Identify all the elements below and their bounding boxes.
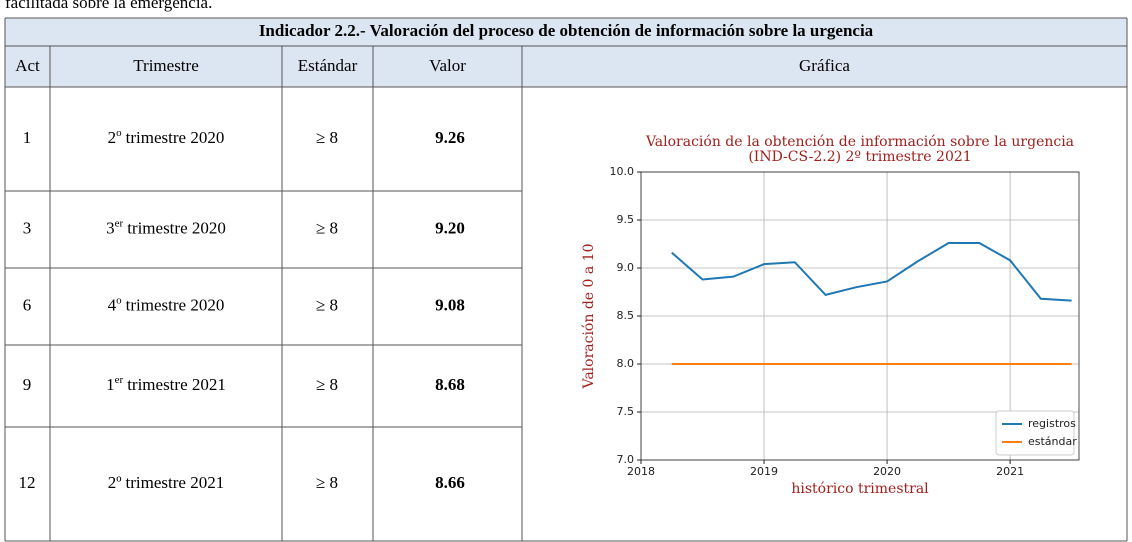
act-cell: 12 xyxy=(19,473,36,492)
intro-text: facilitada sobre la emergencia. xyxy=(5,0,212,12)
act-cell: 9 xyxy=(23,375,32,394)
column-header: Act xyxy=(15,56,40,75)
act-cell: 3 xyxy=(23,218,32,237)
trimestre-cell: 2o trimestre 2020 xyxy=(108,127,225,147)
trimestre-cell: 4o trimestre 2020 xyxy=(108,294,225,314)
ordinal: 1 xyxy=(106,375,115,394)
standard-cell: ≥ 8 xyxy=(316,375,338,394)
y-tick-label: 9.5 xyxy=(617,213,635,226)
x-tick-label: 2021 xyxy=(996,465,1024,478)
series-line xyxy=(671,242,1072,302)
legend-label: estándar xyxy=(1028,435,1077,448)
y-tick-label: 9.0 xyxy=(617,261,635,274)
standard-cell: ≥ 8 xyxy=(316,218,338,237)
ordinal: 2 xyxy=(108,128,117,147)
standard-cell: ≥ 8 xyxy=(316,473,338,492)
standard-cell: ≥ 8 xyxy=(316,128,338,147)
ordinal-suffix: er xyxy=(115,217,124,229)
value-cell: 9.08 xyxy=(435,295,465,314)
value-cell: 9.20 xyxy=(435,218,465,237)
ordinal: 2º xyxy=(108,473,122,492)
ordinal: 3 xyxy=(106,218,115,237)
value-cell: 8.66 xyxy=(435,473,465,492)
y-tick-label: 8.5 xyxy=(617,309,635,322)
chart-title: Valoración de la obtención de informació… xyxy=(645,134,1074,150)
act-cell: 1 xyxy=(23,128,32,147)
x-tick-label: 2019 xyxy=(750,465,778,478)
trimestre-cell: 3er trimestre 2020 xyxy=(106,217,226,237)
plot-frame xyxy=(640,171,1080,461)
column-header: Trimestre xyxy=(133,56,199,75)
y-tick-label: 8.0 xyxy=(617,357,635,370)
column-header: Estándar xyxy=(298,56,358,75)
x-tick-label: 2018 xyxy=(627,465,655,478)
legend-box xyxy=(995,410,1075,456)
trimestre-cell: 2º trimestre 2021 xyxy=(108,473,224,492)
ordinal-suffix: o xyxy=(116,294,122,306)
legend-label: registros xyxy=(1028,417,1076,430)
x-axis-label: histórico trimestral xyxy=(791,481,929,497)
column-header: Valor xyxy=(429,56,466,75)
y-tick-label: 7.5 xyxy=(617,405,635,418)
period: trimestre 2020 xyxy=(126,128,225,147)
ordinal-suffix: er xyxy=(115,374,124,386)
period: trimestre 2020 xyxy=(127,218,226,237)
chart-title: (IND-CS-2.2) 2º trimestre 2021 xyxy=(748,149,971,165)
period: trimestre 2021 xyxy=(127,375,226,394)
column-header: Gráfica xyxy=(799,56,850,75)
value-cell: 8.68 xyxy=(435,375,465,394)
x-tick-label: 2020 xyxy=(873,465,901,478)
y-tick-label: 7.0 xyxy=(617,453,635,466)
y-axis-label: Valoración de 0 a 10 xyxy=(581,244,597,390)
header-fill xyxy=(5,18,1127,87)
ordinal: 4 xyxy=(108,295,117,314)
period: trimestre 2021 xyxy=(126,473,225,492)
period: trimestre 2020 xyxy=(126,295,225,314)
y-tick-label: 10.0 xyxy=(610,165,635,178)
trimestre-cell: 1er trimestre 2021 xyxy=(106,374,226,394)
standard-cell: ≥ 8 xyxy=(316,295,338,314)
value-cell: 9.26 xyxy=(435,128,465,147)
ordinal-suffix: o xyxy=(116,127,122,139)
act-cell: 6 xyxy=(23,295,32,314)
table-title: Indicador 2.2.- Valoración del proceso d… xyxy=(259,21,874,40)
